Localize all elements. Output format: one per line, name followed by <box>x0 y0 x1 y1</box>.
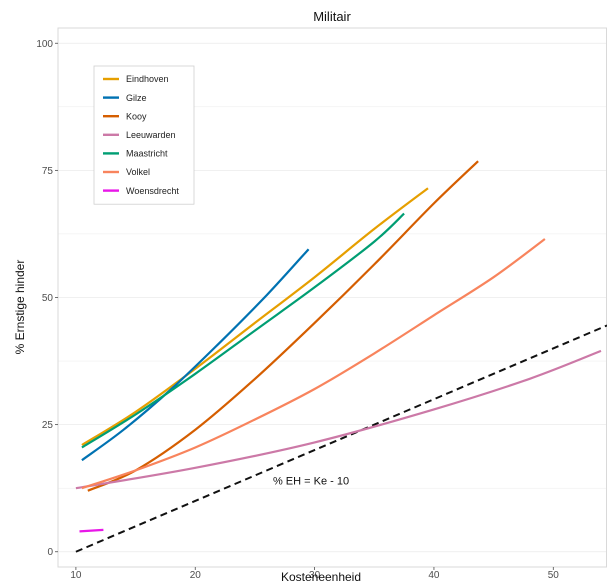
legend-label: Kooy <box>126 111 147 121</box>
y-tick-label: 50 <box>42 293 54 304</box>
x-tick-label: 40 <box>428 570 440 581</box>
reference-line-group <box>75 324 607 553</box>
x-tick-label: 30 <box>309 570 321 581</box>
x-tick-label: 10 <box>70 570 82 581</box>
legend-label: Gilze <box>126 93 147 103</box>
legend: Eindhoven Gilze Kooy Leeuwarden Maastricht Vo… <box>93 65 195 205</box>
y-tick-label: 75 <box>42 166 54 177</box>
x-tick-label: 50 <box>548 570 560 581</box>
chart-title: Militair <box>313 9 351 24</box>
legend-label: Maastricht <box>126 149 168 159</box>
reference-line <box>75 324 607 553</box>
x-tick-label: 20 <box>190 570 202 581</box>
legend-label: Volkel <box>126 167 150 177</box>
annotation-label: % EH = Ke - 10 <box>273 476 349 488</box>
series-line-leeuwarden <box>75 349 602 490</box>
series-line-gilze <box>81 248 310 462</box>
series-line-woensdrecht <box>79 528 104 533</box>
legend-label: Woensdrecht <box>126 186 179 196</box>
y-tick-label: 100 <box>36 39 53 50</box>
series-line-eindhoven <box>81 187 429 446</box>
series-line-maastricht <box>81 212 405 449</box>
series-line-volkel <box>81 238 546 490</box>
series-group <box>75 160 602 533</box>
y-axis-ticks: 0 25 50 75 100 <box>36 39 58 558</box>
x-axis-title: Kosteneenheid <box>281 570 361 584</box>
x-axis-ticks: 10 20 30 40 50 <box>70 567 559 581</box>
legend-label: Leeuwarden <box>126 130 176 140</box>
y-tick-label: 0 <box>47 547 53 558</box>
legend-label: Eindhoven <box>126 74 169 84</box>
series-line-kooy <box>87 160 479 492</box>
y-axis-title: % Ernstige hinder <box>13 260 27 355</box>
y-tick-label: 25 <box>42 420 54 431</box>
